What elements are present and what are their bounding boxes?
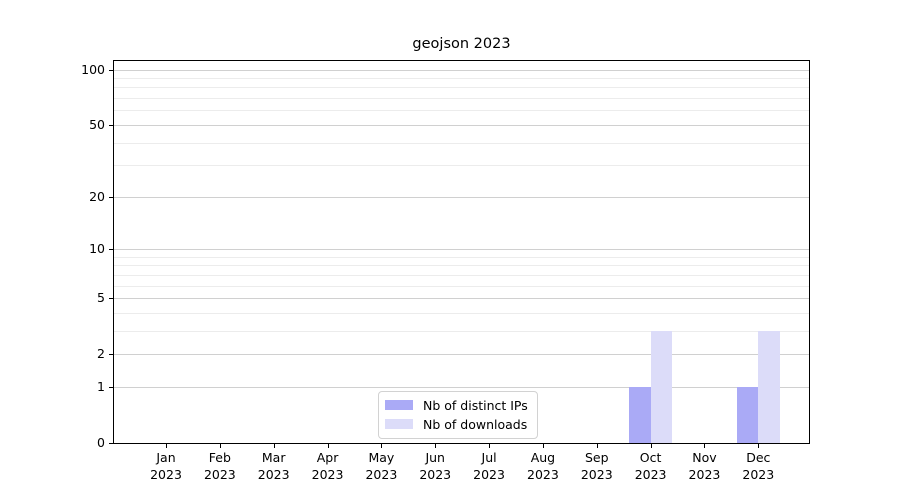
gridline-major: [114, 124, 809, 126]
y-tick-mark: [109, 354, 113, 356]
x-tick-month: Jul: [481, 450, 497, 465]
y-tick-label: 0: [97, 435, 105, 450]
x-tick-year: 2023: [473, 466, 505, 482]
bar-nb-of-distinct-ips-dec-2023: [736, 386, 759, 443]
x-tick-label: Mar 2023: [247, 450, 301, 483]
x-tick-year: 2023: [742, 466, 775, 482]
x-tick-month: Jun: [425, 450, 445, 465]
x-tick-month: Feb: [208, 450, 231, 465]
y-tick-label: 5: [97, 290, 105, 306]
gridline-minor: [114, 330, 809, 332]
x-tick-mark: [166, 444, 167, 448]
gridline-minor: [114, 142, 809, 144]
x-tick-month: Apr: [316, 450, 339, 465]
x-tick-year: 2023: [688, 466, 721, 482]
x-tick-label: Nov 2023: [677, 450, 731, 483]
x-tick-year: 2023: [150, 466, 182, 482]
y-tick-label: 10: [89, 240, 105, 256]
x-tick-year: 2023: [580, 466, 613, 482]
legend-item-downloads: Nb of downloads: [385, 415, 528, 433]
y-tick-mark: [109, 124, 113, 126]
x-tick-month: Sep: [584, 450, 609, 465]
x-tick-label: Jan 2023: [139, 450, 193, 483]
y-tick-mark: [109, 298, 113, 300]
x-tick-label: Jun 2023: [408, 450, 462, 483]
x-tick-year: 2023: [634, 466, 667, 482]
plot-area: [113, 60, 810, 444]
y-tick-mark: [109, 248, 113, 250]
x-tick-month: May: [368, 450, 395, 465]
gridline-minor: [114, 110, 809, 112]
x-tick-year: 2023: [419, 466, 452, 482]
x-tick-label: Apr 2023: [301, 450, 355, 483]
x-tick-mark: [327, 444, 329, 448]
gridline-minor: [114, 285, 809, 287]
y-tick-label: 50: [89, 116, 105, 132]
legend-item-distinct-ips: Nb of distinct IPs: [385, 396, 528, 414]
y-tick-label: 20: [89, 188, 105, 204]
gridline-major: [114, 386, 809, 388]
gridline-minor: [114, 98, 809, 100]
x-tick-mark: [596, 444, 598, 448]
gridline-minor: [114, 312, 809, 314]
x-tick-label: Sep 2023: [570, 450, 624, 483]
y-tick-label: 100: [81, 61, 105, 77]
x-tick-year: 2023: [311, 466, 344, 482]
x-tick-year: 2023: [257, 466, 290, 482]
x-tick-month: Dec: [746, 450, 771, 465]
x-tick-label: Aug 2023: [516, 450, 570, 483]
x-tick-month: Aug: [530, 450, 556, 465]
x-tick-label: Jul 2023: [462, 450, 516, 483]
gridline-minor: [114, 265, 809, 267]
y-tick-label: 1: [97, 378, 105, 394]
x-tick-label: May 2023: [354, 450, 408, 483]
legend-label-downloads: Nb of downloads: [423, 416, 528, 432]
x-tick-month: Oct: [639, 450, 662, 465]
x-tick-year: 2023: [527, 466, 559, 482]
y-tick-mark: [109, 69, 113, 71]
chart-title: geojson 2023: [412, 36, 511, 52]
legend-label-distinct-ips: Nb of distinct IPs: [423, 397, 528, 413]
gridline-major: [114, 196, 809, 198]
y-tick-mark: [109, 386, 113, 388]
bar-nb-of-downloads-dec-2023: [758, 330, 780, 443]
x-tick-mark: [542, 444, 544, 448]
bar-nb-of-downloads-oct-2023: [650, 330, 673, 443]
legend-swatch-distinct-ips: [385, 400, 413, 410]
legend: Nb of distinct IPs Nb of downloads: [378, 391, 538, 439]
x-tick-label: Oct 2023: [624, 450, 678, 483]
x-tick-month: Mar: [261, 450, 286, 465]
x-tick-mark: [489, 444, 491, 448]
x-tick-mark: [273, 444, 275, 448]
x-tick-mark: [704, 444, 706, 448]
gridline-major: [114, 354, 809, 356]
gridline-minor: [114, 274, 809, 276]
gridline-major: [114, 248, 809, 250]
x-tick-year: 2023: [203, 466, 236, 482]
x-tick-label: Feb 2023: [193, 450, 247, 483]
gridline-major: [114, 69, 809, 71]
x-tick-month: Nov: [692, 450, 717, 465]
gridline-minor: [114, 87, 809, 89]
y-tick-label: 2: [97, 346, 105, 362]
legend-swatch-downloads: [385, 419, 413, 429]
x-tick-mark: [650, 444, 652, 448]
x-tick-mark: [758, 444, 760, 448]
y-tick-mark: [109, 443, 113, 444]
y-tick-mark: [109, 196, 113, 198]
x-tick-label: Dec 2023: [731, 450, 785, 483]
gridline-minor: [114, 256, 809, 258]
gridline-minor: [114, 165, 809, 167]
bar-nb-of-distinct-ips-oct-2023: [629, 386, 651, 443]
x-tick-mark: [219, 444, 221, 448]
x-tick-mark: [435, 444, 437, 448]
x-tick-month: Jan: [156, 450, 176, 465]
x-tick-mark: [381, 444, 383, 448]
gridline-minor: [114, 78, 809, 80]
gridline-major: [114, 298, 809, 300]
x-tick-year: 2023: [365, 466, 398, 482]
